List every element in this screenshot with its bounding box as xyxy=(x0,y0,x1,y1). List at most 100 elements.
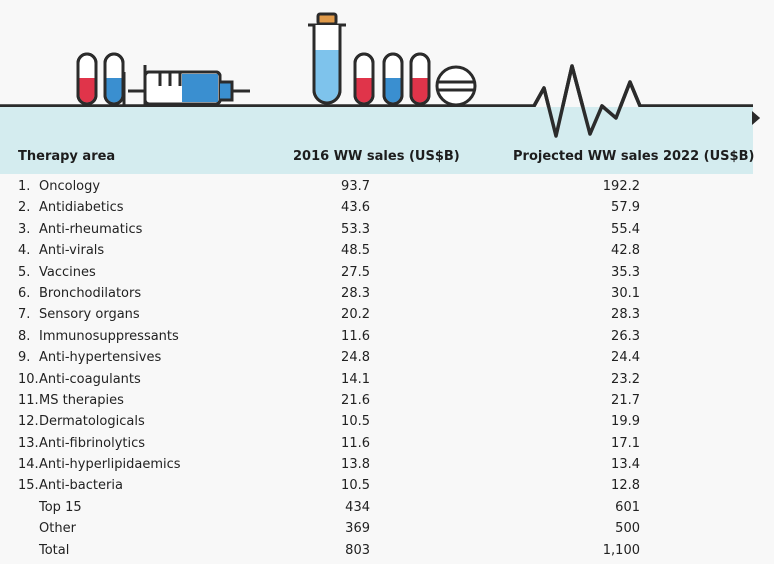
row-therapy-area: MS therapies xyxy=(39,392,124,408)
row-sales-2016: 48.5 xyxy=(341,243,370,259)
row-therapy-area: Other xyxy=(39,521,76,537)
test-tube-icon xyxy=(308,12,346,105)
row-sales-2016: 10.5 xyxy=(341,478,370,494)
row-sales-2022: 1,100 xyxy=(602,542,640,558)
row-therapy-area: Sensory organs xyxy=(39,307,140,323)
row-therapy-area: Anti-virals xyxy=(39,243,105,259)
row-sales-2022: 12.8 xyxy=(611,478,640,494)
row-rank: 11. xyxy=(18,392,39,408)
table-row: 5. Vaccines 27.5 35.3 xyxy=(0,262,774,283)
row-sales-2022: 17.1 xyxy=(611,435,640,451)
row-sales-2016: 11.6 xyxy=(341,435,370,451)
row-sales-2022: 55.4 xyxy=(611,221,640,237)
row-sales-2016: 803 xyxy=(345,542,370,558)
row-therapy-area: Anti-coagulants xyxy=(39,371,141,387)
row-rank: 13. xyxy=(18,435,39,451)
table-row: 6. Bronchodilators 28.3 30.1 xyxy=(0,283,774,304)
table-row: 4. Anti-virals 48.5 42.8 xyxy=(0,240,774,261)
row-rank: 1. xyxy=(18,179,31,194)
capsule-icon xyxy=(409,52,431,106)
table-row: 8. Immunosuppressants 11.6 26.3 xyxy=(0,326,774,347)
row-therapy-area: Oncology xyxy=(39,179,101,194)
row-therapy-area: Top 15 xyxy=(39,499,82,515)
table-row: 7. Sensory organs 20.2 28.3 xyxy=(0,304,774,325)
row-sales-2022: 601 xyxy=(615,499,640,515)
row-therapy-area: Total xyxy=(39,542,70,558)
table-row: 11. MS therapies 21.6 21.7 xyxy=(0,390,774,411)
row-therapy-area: Anti-fibrinolytics xyxy=(39,435,146,451)
row-therapy-area: Anti-rheumatics xyxy=(39,221,143,237)
row-rank: 15. xyxy=(18,478,39,494)
capsule-icon xyxy=(382,52,404,106)
row-therapy-area: Anti-bacteria xyxy=(39,478,123,494)
row-rank: 5. xyxy=(18,264,31,280)
table-row: 9. Anti-hypertensives 24.8 24.4 xyxy=(0,347,774,368)
row-rank: 12. xyxy=(18,414,39,430)
row-sales-2022: 21.7 xyxy=(611,392,640,408)
row-sales-2016: 53.3 xyxy=(341,221,370,237)
table-row: Other 369 500 xyxy=(0,518,774,539)
row-sales-2016: 434 xyxy=(345,499,370,515)
row-sales-2022: 28.3 xyxy=(611,307,640,323)
row-therapy-area: Dermatologicals xyxy=(39,414,145,430)
table-row: 10. Anti-coagulants 14.1 23.2 xyxy=(0,369,774,390)
table-row: 14. Anti-hyperlipidaemics 13.8 13.4 xyxy=(0,454,774,475)
capsule-icon xyxy=(103,52,125,106)
row-therapy-area: Bronchodilators xyxy=(39,285,142,301)
table-body: 1. Oncology 93.7 192.2 2. Antidiabetics 43.6 57… xyxy=(0,176,774,561)
table-row: 13. Anti-fibrinolytics 11.6 17.1 xyxy=(0,433,774,454)
row-therapy-area: Anti-hypertensives xyxy=(39,350,162,366)
row-rank: 2. xyxy=(18,200,31,216)
table-row: 2. Antidiabetics 43.6 57.9 xyxy=(0,197,774,218)
capsule-icon xyxy=(353,52,375,106)
syringe-icon xyxy=(122,65,250,111)
row-rank: 6. xyxy=(18,285,31,301)
row-sales-2016: 24.8 xyxy=(341,350,370,366)
tablet-icon xyxy=(435,65,477,107)
medical-banner-illustration xyxy=(0,12,760,138)
row-sales-2016: 43.6 xyxy=(341,200,370,216)
table-row: 12. Dermatologicals 10.5 19.9 xyxy=(0,411,774,432)
row-sales-2016: 369 xyxy=(345,521,370,537)
row-sales-2022: 57.9 xyxy=(611,200,640,216)
row-sales-2016: 14.1 xyxy=(341,371,370,387)
column-header-2022-sales: Projected WW sales 2022 (US$B) xyxy=(513,149,755,164)
row-sales-2022: 26.3 xyxy=(611,328,640,344)
row-sales-2016: 20.2 xyxy=(341,307,370,323)
row-sales-2022: 192.2 xyxy=(602,179,640,194)
row-rank: 7. xyxy=(18,307,31,323)
row-therapy-area: Immunosuppressants xyxy=(39,328,179,344)
row-sales-2022: 24.4 xyxy=(611,350,640,366)
row-therapy-area: Vaccines xyxy=(39,264,96,280)
row-sales-2022: 500 xyxy=(615,521,640,537)
row-sales-2016: 13.8 xyxy=(341,457,370,473)
column-header-therapy-area: Therapy area xyxy=(18,149,116,164)
table-row: 1. Oncology 93.7 192.2 xyxy=(0,176,774,197)
row-therapy-area: Antidiabetics xyxy=(39,200,124,216)
capsule-icon xyxy=(76,52,98,106)
table-row: Top 15 434 601 xyxy=(0,497,774,518)
row-sales-2016: 21.6 xyxy=(341,392,370,408)
row-sales-2016: 93.7 xyxy=(341,179,370,194)
row-sales-2016: 27.5 xyxy=(341,264,370,280)
table-row: 15. Anti-bacteria 10.5 12.8 xyxy=(0,475,774,496)
row-rank: 14. xyxy=(18,457,39,473)
row-therapy-area: Anti-hyperlipidaemics xyxy=(39,457,181,473)
row-rank: 10. xyxy=(18,371,39,387)
row-sales-2022: 13.4 xyxy=(611,457,640,473)
row-rank: 4. xyxy=(18,243,31,259)
row-sales-2016: 28.3 xyxy=(341,285,370,301)
row-rank: 9. xyxy=(18,350,31,366)
row-sales-2022: 30.1 xyxy=(611,285,640,301)
row-sales-2016: 10.5 xyxy=(341,414,370,430)
row-sales-2022: 35.3 xyxy=(611,264,640,280)
row-sales-2022: 42.8 xyxy=(611,243,640,259)
row-sales-2022: 19.9 xyxy=(611,414,640,430)
row-sales-2016: 11.6 xyxy=(341,328,370,344)
table-row: Total 803 1,100 xyxy=(0,540,774,561)
row-rank: 8. xyxy=(18,328,31,344)
row-sales-2022: 23.2 xyxy=(611,371,640,387)
row-rank: 3. xyxy=(18,221,31,237)
column-header-2016-sales: 2016 WW sales (US$B) xyxy=(293,149,460,164)
table-row: 3. Anti-rheumatics 53.3 55.4 xyxy=(0,219,774,240)
